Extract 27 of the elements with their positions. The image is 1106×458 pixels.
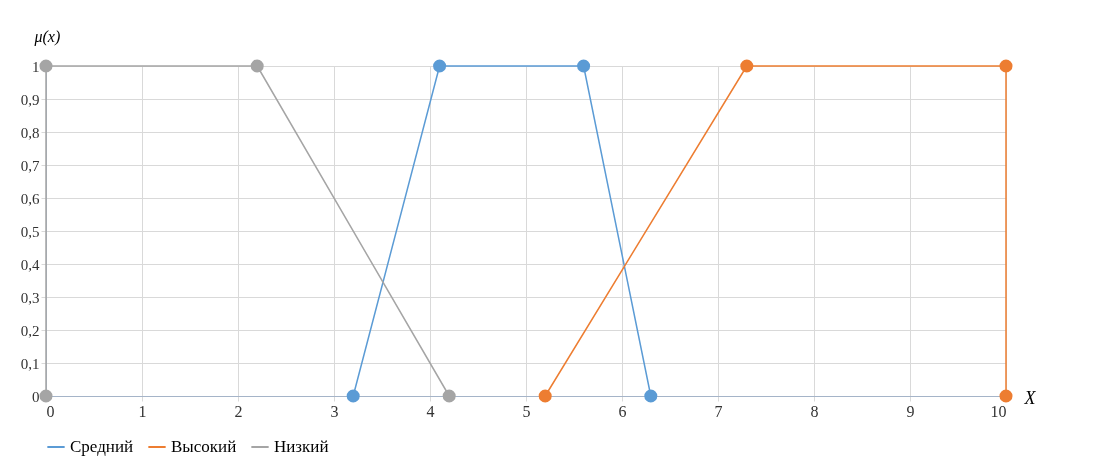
y-tick-label: 0,6 [20, 190, 40, 207]
x-tick-label: 9 [906, 402, 915, 420]
y-tick-label: 0,4 [20, 256, 40, 273]
y-tick-label: 0,7 [20, 157, 40, 174]
x-axis-title: X [1023, 387, 1037, 408]
x-tick-label: 4 [426, 402, 435, 420]
y-tick-label: 0,1 [20, 355, 40, 372]
x-tick-label: 2 [234, 402, 243, 420]
x-tick-label: 5 [522, 402, 531, 420]
legend-label: Высокий [171, 437, 237, 456]
y-tick-label: 0,3 [20, 289, 40, 306]
legend-label: Низкий [274, 437, 329, 456]
x-tick-label: 8 [810, 402, 819, 420]
x-tick-label: 7 [714, 402, 723, 420]
y-tick-label: 0,8 [20, 124, 40, 141]
y-tick-label: 0,2 [20, 322, 40, 339]
x-tick-label: 10 [990, 402, 1007, 420]
x-tick-label: 6 [618, 402, 627, 420]
legend-label: Средний [70, 437, 134, 456]
y-axis-title: μ(x) [33, 27, 61, 46]
y-tick-label: 0 [32, 388, 40, 405]
y-tick-label: 0,9 [20, 91, 40, 108]
x-tick-label: 1 [138, 402, 147, 420]
y-tick-label: 0,5 [20, 223, 40, 240]
x-tick-label: 3 [330, 402, 339, 420]
x-tick-label: 0 [46, 402, 55, 420]
y-tick-label: 1 [32, 58, 40, 75]
